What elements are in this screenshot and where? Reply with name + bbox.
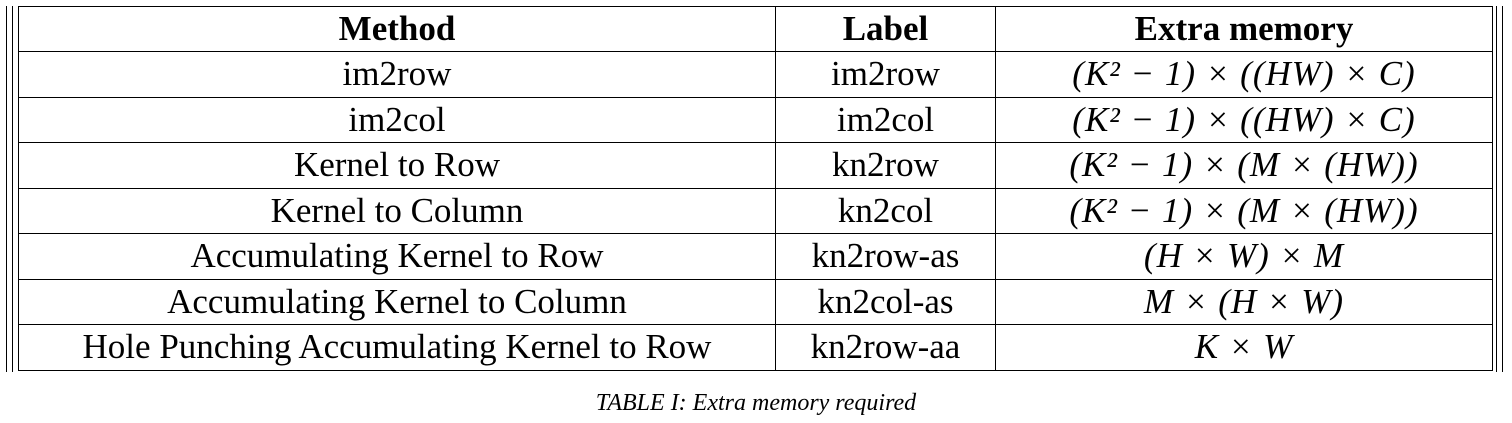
method-cell: im2row: [18, 51, 776, 98]
label-cell: im2row: [775, 51, 996, 98]
right-inner-rule: [1496, 6, 1497, 372]
left-outer-rule: [6, 6, 7, 372]
memory-cell: K × W: [995, 324, 1493, 371]
header-label: Label: [775, 6, 996, 52]
method-cell: Hole Punching Accumulating Kernel to Row: [18, 324, 776, 371]
left-inner-rule: [12, 6, 13, 372]
table-row: Accumulating Kernel to Row kn2row-as (H …: [18, 233, 1493, 280]
method-cell: Kernel to Row: [18, 142, 776, 189]
memory-cell: (H × W) × M: [995, 233, 1493, 280]
memory-table-container: Method Label Extra memory im2row im2row …: [6, 6, 1503, 372]
method-cell: Accumulating Kernel to Row: [18, 233, 776, 280]
table-caption: TABLE I: Extra memory required: [595, 390, 917, 416]
table-row: im2row im2row (K² − 1) × ((HW) × C): [18, 51, 1493, 98]
header-row: Method Label Extra memory: [18, 6, 1493, 52]
memory-cell: (K² − 1) × ((HW) × C): [995, 96, 1493, 143]
label-cell: kn2row-aa: [775, 324, 996, 371]
extra-memory-table: Method Label Extra memory im2row im2row …: [18, 6, 1493, 371]
header-extra-memory: Extra memory: [995, 6, 1493, 52]
label-cell: kn2col: [775, 187, 996, 234]
memory-cell: M × (H × W): [995, 278, 1493, 325]
memory-cell: (K² − 1) × ((HW) × C): [995, 51, 1493, 98]
right-outer-rule: [1502, 6, 1503, 372]
memory-cell: (K² − 1) × (M × (HW)): [995, 142, 1493, 189]
label-cell: im2col: [775, 96, 996, 143]
label-cell: kn2row-as: [775, 233, 996, 280]
method-cell: Accumulating Kernel to Column: [18, 278, 776, 325]
method-cell: Kernel to Column: [18, 187, 776, 234]
table-row: Kernel to Column kn2col (K² − 1) × (M × …: [18, 187, 1493, 234]
label-cell: kn2col-as: [775, 278, 996, 325]
table-row: Kernel to Row kn2row (K² − 1) × (M × (HW…: [18, 142, 1493, 189]
table-row: im2col im2col (K² − 1) × ((HW) × C): [18, 96, 1493, 143]
label-cell: kn2row: [775, 142, 996, 189]
method-cell: im2col: [18, 96, 776, 143]
header-method: Method: [18, 6, 776, 52]
memory-cell: (K² − 1) × (M × (HW)): [995, 187, 1493, 234]
table-row: Hole Punching Accumulating Kernel to Row…: [18, 324, 1493, 371]
table-row: Accumulating Kernel to Column kn2col-as …: [18, 278, 1493, 325]
